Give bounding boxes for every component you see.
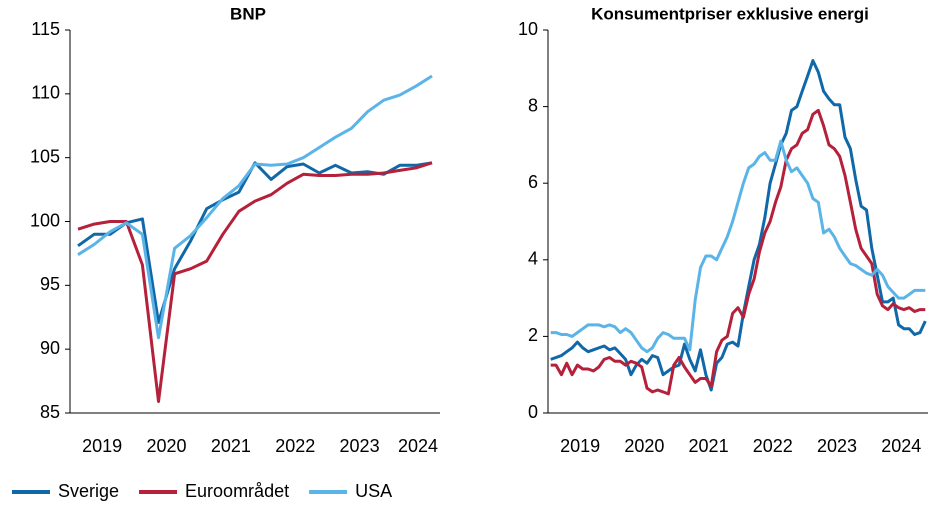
x-tick-label: 2021 xyxy=(211,436,251,456)
chart-title: Konsumentpriser exklusive energi xyxy=(591,4,869,23)
x-tick-label: 2021 xyxy=(689,436,729,456)
x-tick-label: 2019 xyxy=(560,436,600,456)
y-tick-label: 105 xyxy=(30,146,60,166)
y-tick-label: 6 xyxy=(528,172,538,192)
x-tick-label: 2019 xyxy=(82,436,122,456)
line-series xyxy=(77,161,433,324)
y-tick-label: 110 xyxy=(31,83,60,103)
line-series xyxy=(550,139,926,354)
legend-label: USA xyxy=(355,481,392,501)
line-series xyxy=(550,59,927,392)
y-tick-label: 2 xyxy=(528,325,538,345)
legend-label: Euroområdet xyxy=(185,481,289,501)
line-series xyxy=(77,161,433,403)
y-tick-label: 4 xyxy=(528,249,538,269)
y-tick-label: 8 xyxy=(528,95,538,115)
y-tick-label: 85 xyxy=(40,402,60,422)
y-tick-label: 115 xyxy=(31,19,60,39)
x-tick-label: 2024 xyxy=(881,436,921,456)
y-tick-label: 95 xyxy=(40,274,60,294)
x-tick-label: 2022 xyxy=(275,436,315,456)
x-tick-label: 2023 xyxy=(817,436,857,456)
y-tick-label: 90 xyxy=(40,338,60,358)
y-tick-label: 100 xyxy=(30,210,60,230)
line-series xyxy=(550,108,926,396)
line-series xyxy=(77,74,433,340)
y-tick-label: 10 xyxy=(518,19,538,39)
x-tick-label: 2023 xyxy=(340,436,380,456)
y-tick-label: 0 xyxy=(528,402,538,422)
x-tick-label: 2020 xyxy=(624,436,664,456)
x-tick-label: 2020 xyxy=(146,436,186,456)
x-tick-label: 2024 xyxy=(398,436,438,456)
chart-title: BNP xyxy=(230,4,266,23)
legend-label: Sverige xyxy=(58,481,119,501)
x-tick-label: 2022 xyxy=(753,436,793,456)
